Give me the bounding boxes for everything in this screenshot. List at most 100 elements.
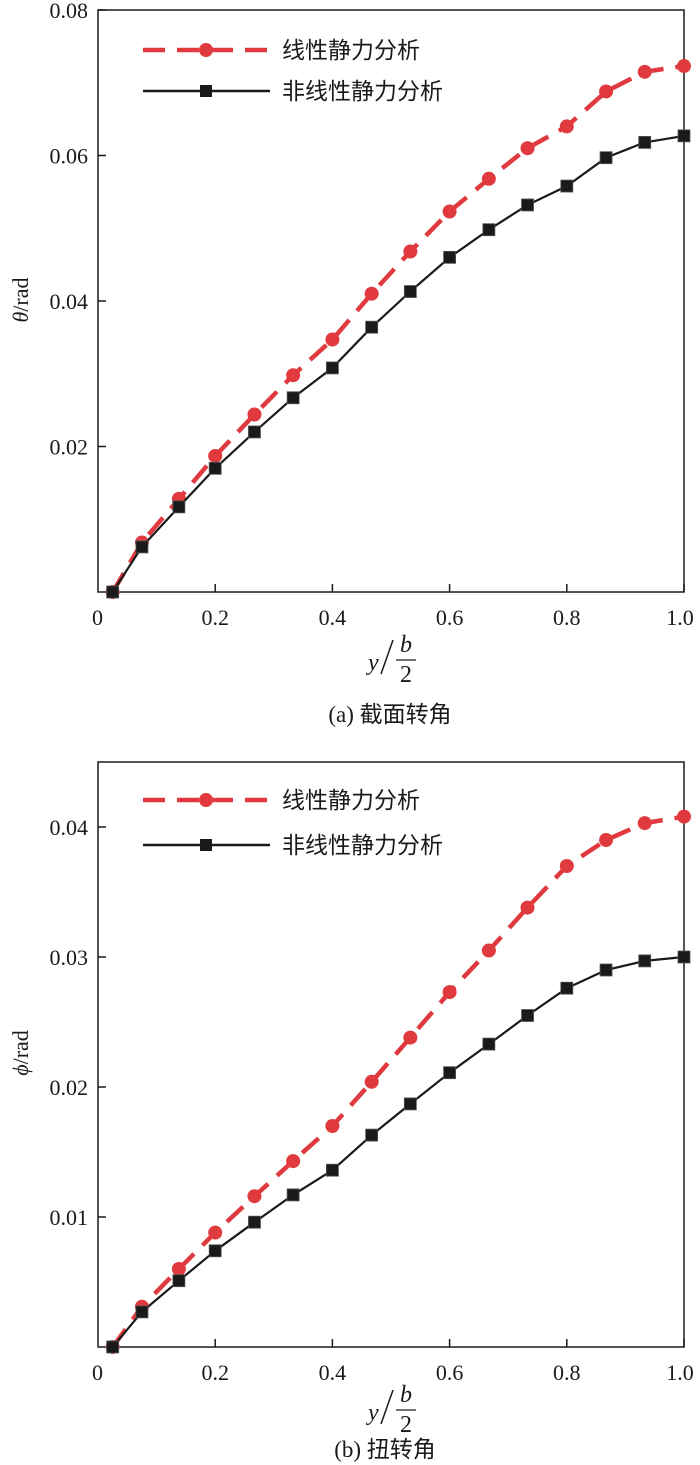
data-point-nonlinear (677, 129, 691, 143)
data-point-nonlinear (443, 1066, 457, 1080)
data-point-nonlinear (638, 954, 652, 968)
data-point-nonlinear (208, 1244, 222, 1258)
x-tick-label: 0.6 (436, 605, 464, 630)
x-tick-label: 1.0 (666, 605, 694, 630)
data-point-nonlinear (365, 1128, 379, 1142)
data-point-linear (637, 64, 652, 79)
origin-label: 0 (92, 1360, 103, 1385)
data-point-nonlinear (248, 1215, 261, 1229)
data-point-linear (208, 448, 223, 463)
data-point-linear (637, 816, 652, 831)
x-tick-label: 0.4 (319, 1360, 347, 1385)
x-tick-label: 0.8 (553, 1360, 581, 1385)
y-tick-label: 0.03 (50, 945, 89, 970)
data-point-nonlinear (599, 963, 613, 977)
data-point-nonlinear (521, 1009, 534, 1022)
data-point-linear (677, 59, 691, 74)
data-point-nonlinear (325, 361, 339, 375)
y-axis-unit: /rad (8, 1030, 33, 1064)
data-point-nonlinear (106, 585, 120, 599)
x-axis-numerator: b (400, 1382, 412, 1408)
data-point-nonlinear (521, 198, 534, 212)
y-axis-label: ϕ/rad (8, 1030, 33, 1076)
data-point-nonlinear (560, 179, 574, 193)
x-axis-denominator: 2 (400, 1412, 412, 1438)
data-point-linear (208, 1225, 223, 1240)
data-point-nonlinear (403, 1097, 417, 1111)
x-tick-label: 0.2 (201, 605, 229, 630)
data-point-linear (520, 900, 535, 915)
x-axis-var: y (366, 1400, 379, 1426)
legend-label-nonlinear: 非线性静力分析 (282, 79, 443, 105)
data-point-nonlinear (286, 391, 300, 405)
y-tick-label: 0.04 (50, 815, 89, 840)
legend-marker-nonlinear (200, 85, 212, 97)
data-point-nonlinear (172, 1274, 186, 1288)
data-point-nonlinear (482, 1037, 496, 1051)
legend-marker-nonlinear (200, 839, 212, 851)
y-axis-unit: /rad (8, 277, 33, 311)
x-axis-slash (380, 639, 394, 675)
data-point-nonlinear (482, 223, 496, 237)
series-line-nonlinear (111, 134, 685, 593)
data-point-linear (403, 244, 418, 259)
y-tick-label: 0.08 (50, 0, 89, 23)
data-point-linear (171, 1262, 186, 1276)
data-point-nonlinear (403, 285, 417, 298)
svg-text:ϕ/rad: ϕ/rad (8, 1030, 33, 1076)
data-point-nonlinear (325, 1163, 339, 1177)
data-point-linear (286, 368, 301, 383)
x-tick-label: 0.4 (319, 605, 347, 630)
data-point-linear (247, 407, 262, 422)
data-point-nonlinear (172, 500, 186, 514)
y-axis-label: θ/rad (8, 277, 33, 322)
data-point-linear (403, 1030, 418, 1045)
data-point-linear (247, 1189, 262, 1204)
data-point-linear (325, 332, 340, 347)
x-axis-label: y b 2 (366, 632, 416, 688)
plot-area-frame (97, 761, 685, 1348)
y-tick-label: 0.01 (50, 1205, 89, 1230)
origin-label: 0 (92, 605, 103, 630)
legend-marker-linear (199, 43, 213, 57)
y-axis-symbol: ϕ (8, 1064, 33, 1075)
data-point-nonlinear (677, 950, 691, 964)
data-point-nonlinear (135, 1305, 149, 1319)
legend-label-nonlinear: 非线性静力分析 (282, 833, 443, 859)
x-axis-var: y (366, 650, 379, 676)
x-tick-label: 1.0 (666, 1360, 694, 1385)
data-point-nonlinear (208, 461, 222, 475)
data-point-nonlinear (248, 425, 261, 439)
legend: 线性静力分析 非线性静力分析 (143, 38, 443, 105)
data-point-linear (599, 84, 614, 99)
x-tick-label: 0.2 (201, 1360, 229, 1385)
legend-marker-linear (199, 793, 213, 807)
caption-a: (a) 截面转角 (328, 702, 451, 727)
caption-b: (b) 扭转角 (334, 1437, 436, 1462)
x-axis-numerator: b (400, 632, 412, 658)
x-axis-denominator: 2 (400, 662, 412, 688)
data-point-nonlinear (638, 136, 652, 149)
data-point-linear (677, 809, 691, 824)
legend-label-linear: 线性静力分析 (282, 788, 420, 814)
x-axis-slash (380, 1389, 394, 1425)
data-point-linear (364, 1074, 379, 1089)
data-point-linear (286, 1154, 301, 1169)
chart-panel-a: 0.2 0.4 0.6 0.8 1.0 0.02 0.04 0.06 0.08 线性静力分析 非… (8, 0, 694, 727)
y-tick-label: 0.06 (50, 144, 89, 169)
chart-panel-b: 0.2 0.4 0.6 0.8 1.0 0.01 0.02 0.03 0.04 线性静力分析 非… (8, 761, 694, 1462)
x-axis-label: y b 2 (366, 1382, 416, 1438)
y-tick-label: 0.04 (50, 289, 89, 314)
data-point-linear (325, 1119, 340, 1133)
legend-label-linear: 线性静力分析 (282, 38, 420, 64)
data-point-linear (559, 119, 574, 134)
series-line-linear (110, 63, 685, 594)
y-tick-label: 0.02 (50, 435, 89, 460)
data-point-nonlinear (365, 320, 379, 334)
x-tick-label: 0.6 (436, 1360, 464, 1385)
data-point-nonlinear (135, 540, 149, 554)
y-tick-label: 0.02 (50, 1075, 89, 1100)
data-point-nonlinear (443, 250, 457, 264)
data-point-nonlinear (106, 1340, 120, 1354)
